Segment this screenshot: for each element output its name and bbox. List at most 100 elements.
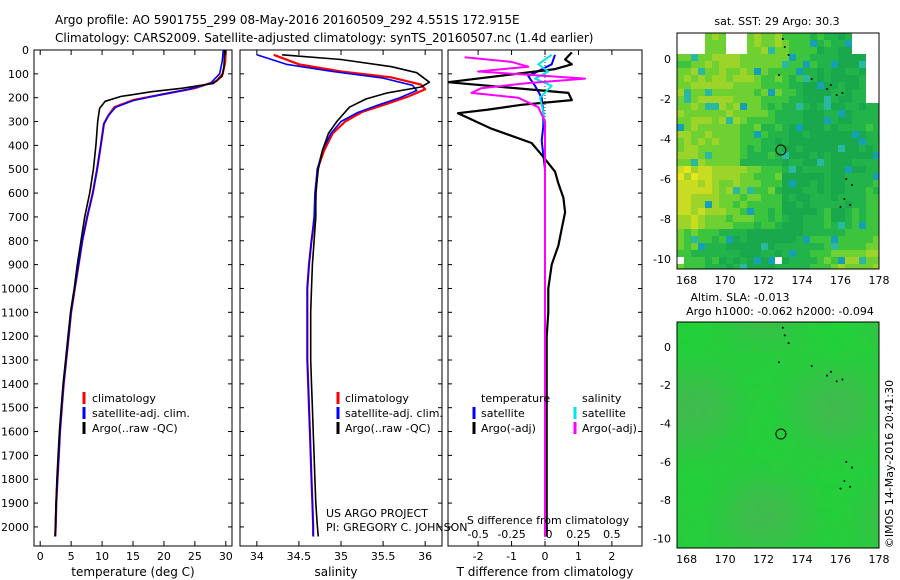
map-x-tick-label: 176 <box>830 274 851 287</box>
map-cell <box>701 454 708 461</box>
map-cell <box>775 145 783 153</box>
island-dot <box>843 479 846 482</box>
map-cell <box>698 40 706 48</box>
map-y-tick-label: -10 <box>653 253 671 266</box>
y-tick-label: 1000 <box>1 282 29 295</box>
map-cell <box>705 257 713 265</box>
map-cell <box>857 352 864 359</box>
map-cell <box>755 370 762 377</box>
map-cell <box>725 490 732 497</box>
map-cell <box>695 364 702 371</box>
map-cell <box>695 520 702 527</box>
map-cell <box>695 484 702 491</box>
map-cell <box>726 208 734 216</box>
map-cell <box>747 215 755 223</box>
map-cell <box>821 508 828 515</box>
map-cell <box>743 472 750 479</box>
map-cell <box>677 208 685 216</box>
map-cell <box>797 472 804 479</box>
map-cell <box>821 514 828 521</box>
map-cell <box>863 334 870 341</box>
map-cell <box>731 496 738 503</box>
map-cell <box>761 340 768 347</box>
map-cell <box>698 229 706 237</box>
map-cell <box>719 424 726 431</box>
map-cell <box>785 400 792 407</box>
map-cell <box>713 418 720 425</box>
map-cell <box>701 394 708 401</box>
map-cell <box>803 236 811 244</box>
map-cell <box>827 406 834 413</box>
map-cell <box>791 472 798 479</box>
map-cell <box>767 340 774 347</box>
map-cell <box>785 376 792 383</box>
map-cell <box>689 334 696 341</box>
map-cell <box>827 448 834 455</box>
map-cell <box>810 187 818 195</box>
map-cell <box>712 257 720 265</box>
map-cell <box>839 400 846 407</box>
map-cell <box>845 180 853 188</box>
map-cell <box>740 236 748 244</box>
map-cell <box>754 61 762 69</box>
map-cell <box>698 61 706 69</box>
map-cell <box>859 96 867 104</box>
y-tick-label: 1700 <box>1 449 29 462</box>
map-cell <box>733 89 741 97</box>
map-cell <box>683 538 690 545</box>
map-cell <box>767 508 774 515</box>
map-cell <box>705 201 713 209</box>
map-cell <box>737 388 744 395</box>
map-cell <box>754 96 762 104</box>
map-cell <box>691 40 699 48</box>
map-x-tick-label: 168 <box>676 274 697 287</box>
y-tick-label: 1900 <box>1 497 29 510</box>
map-cell <box>731 328 738 335</box>
map-cell <box>691 201 699 209</box>
map-cell <box>863 520 870 527</box>
map-cell <box>677 412 684 419</box>
map-cell <box>754 222 762 230</box>
map-cell <box>839 514 846 521</box>
map-cell <box>797 388 804 395</box>
sst-map <box>677 33 879 269</box>
header-line-1: Argo profile: AO 5901755_299 08-May-2016… <box>55 13 520 27</box>
map-cell <box>689 472 696 479</box>
map-cell <box>785 478 792 485</box>
map-cell <box>705 215 713 223</box>
map-cell <box>768 222 776 230</box>
map-cell <box>733 103 741 111</box>
map-cell <box>791 478 798 485</box>
map-cell <box>869 520 876 527</box>
map-cell <box>839 394 846 401</box>
map-cell <box>677 145 685 153</box>
map-cell <box>767 502 774 509</box>
map-cell <box>755 484 762 491</box>
map-cell <box>683 520 690 527</box>
map-cell <box>810 61 818 69</box>
map-cell <box>740 215 748 223</box>
map-cell <box>761 180 769 188</box>
map-cell <box>797 406 804 413</box>
map-cell <box>754 138 762 146</box>
map-cell <box>845 243 853 251</box>
map-cell <box>707 436 714 443</box>
map-cell <box>810 173 818 181</box>
map-cell <box>733 194 741 202</box>
map-cell <box>761 138 769 146</box>
map-cell <box>866 229 874 237</box>
map-cell <box>789 208 797 216</box>
map-cell <box>775 33 783 41</box>
map-cell <box>733 40 741 48</box>
map-cell <box>839 502 846 509</box>
map-cell <box>743 412 750 419</box>
map-cell <box>731 376 738 383</box>
series-line-satellite <box>256 54 418 537</box>
map-cell <box>719 54 727 62</box>
map-cell <box>866 138 874 146</box>
map-cell <box>821 322 828 329</box>
map-cell <box>749 502 756 509</box>
map-cell <box>833 472 840 479</box>
map-cell <box>737 484 744 491</box>
map-cell <box>768 82 776 90</box>
